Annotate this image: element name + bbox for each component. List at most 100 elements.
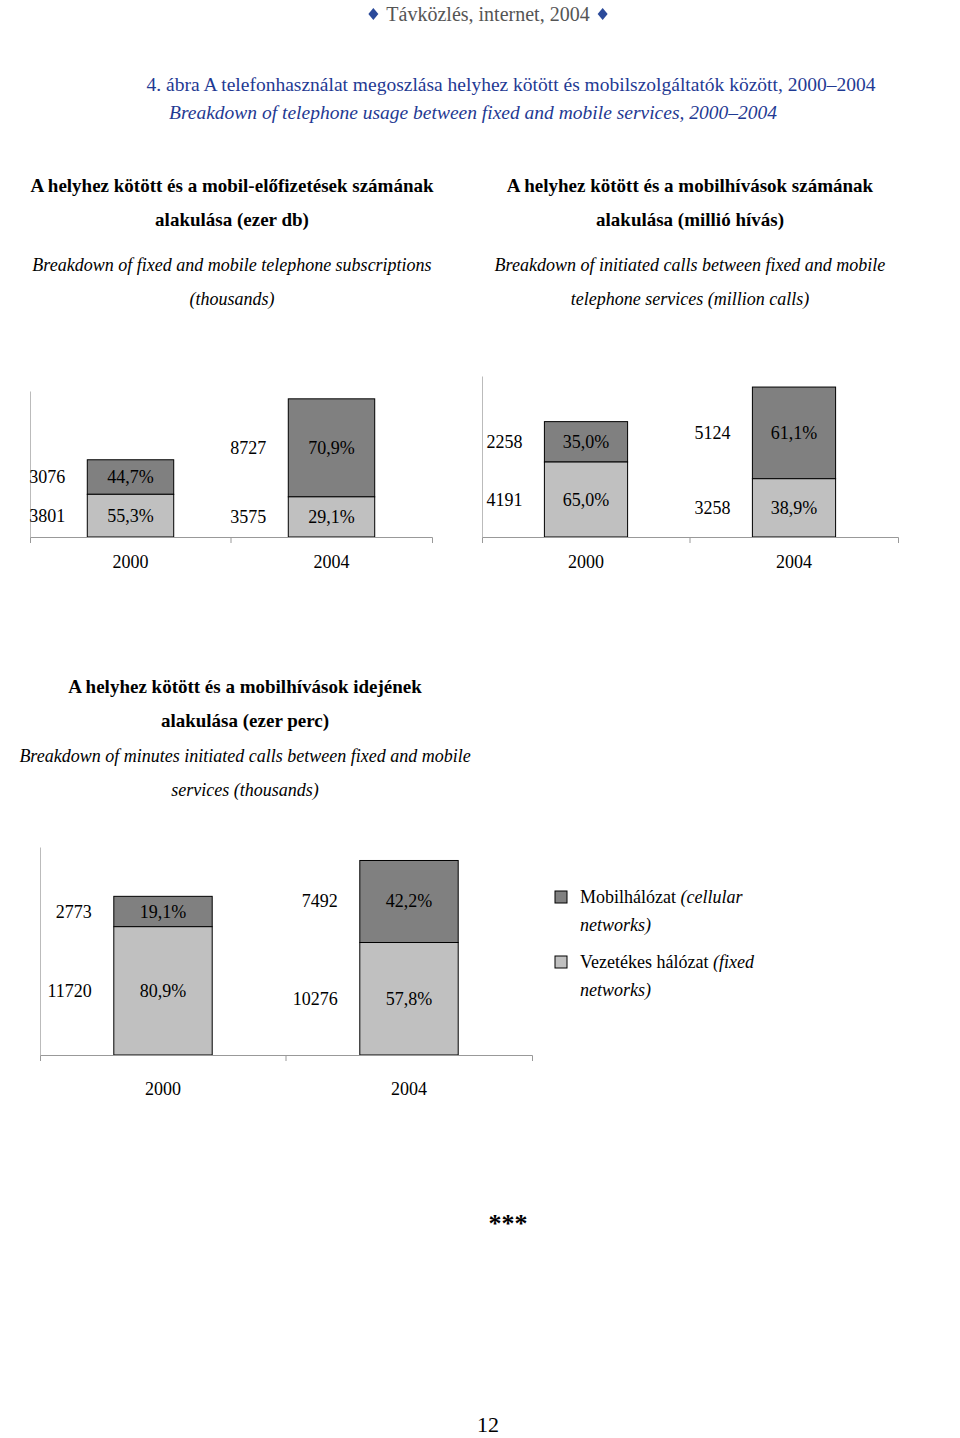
text-line: Breakdown of fixed and mobile telephone … [32, 255, 431, 275]
text-line: Breakdown of initiated calls between fix… [495, 255, 886, 275]
chart-subtitle: Breakdown of initiated calls between fix… [495, 255, 886, 310]
bar-segment [544, 462, 627, 537]
category-separator [690, 537, 691, 543]
text-line: (thousands) [190, 289, 275, 310]
bar-segment [87, 460, 173, 495]
figure-subtitle: Breakdown of telephone usage between fix… [169, 102, 777, 123]
x-axis: 2000 2004 [483, 537, 899, 572]
bar-segment [752, 387, 835, 479]
percent-label: 19,1% [140, 902, 187, 922]
category-separator [231, 537, 232, 543]
legend: Mobilhálózat (cellularnetworks)Vezetékes… [555, 887, 755, 1001]
x-tick: 2000 [568, 537, 604, 572]
legend-text-part: (fixed [708, 952, 754, 973]
value-label: 8727 [230, 438, 266, 458]
chart: A helyhez kötött és a mobilhívások idejé… [19, 676, 755, 1099]
value-label: 3258 [694, 498, 730, 518]
header-diamond [368, 8, 378, 20]
bars [114, 860, 458, 1055]
value-label: 7492 [302, 891, 338, 911]
chart: A helyhez kötött és a mobilhívások számá… [483, 175, 899, 572]
text-line: services (thousands) [171, 780, 318, 801]
percent-label: 38,9% [771, 498, 818, 518]
labels: 3076 44,7% 8727 70,9% 3801 55,3% 3575 29,1% [29, 438, 354, 527]
x-tick-label: 2000 [145, 1079, 181, 1099]
chart: A helyhez kötött és a mobil-előfizetések… [29, 175, 434, 572]
bars [87, 399, 374, 537]
y-axis [40, 848, 41, 1056]
figure-title: 4. ábra A telefonhasználat megoszlása he… [147, 74, 876, 95]
chart-subtitle: Breakdown of minutes initiated calls bet… [19, 746, 470, 801]
text-line: telephone services (million calls) [571, 289, 809, 310]
percent-label: 61,1% [771, 423, 818, 443]
x-tick: 2004 [776, 537, 812, 572]
text-line: A helyhez kötött és a mobil-előfizetések… [30, 175, 434, 196]
page: Távközlés, internet, 2004 4. ábra A telef… [0, 0, 960, 1438]
page-header: Távközlés, internet, 2004 [386, 3, 589, 25]
labels: 277319,1%749242,2%1172080,9%1027657,8% [47, 891, 432, 1008]
x-axis-line [31, 538, 433, 544]
labels: 225835,0%512461,1%419165,0%325838,9% [486, 423, 817, 518]
bar-segment [288, 497, 374, 537]
bar-segment [288, 399, 374, 497]
percent-label: 42,2% [386, 891, 433, 911]
x-tick-label: 2004 [314, 552, 350, 572]
legend-text-part: (cellular [676, 887, 743, 908]
bars [544, 387, 835, 537]
bar-segment [114, 896, 212, 926]
percent-label: 29,1% [308, 507, 355, 527]
bar-segment [360, 860, 458, 942]
text-line: alakulása (millió hívás) [596, 209, 784, 231]
x-tick-label: 2004 [776, 552, 812, 572]
x-tick-label: 2000 [568, 552, 604, 572]
bar-segment [752, 479, 835, 537]
value-label: 3575 [230, 507, 266, 527]
legend-swatch [555, 956, 567, 968]
bar-segment [360, 943, 458, 1055]
text-line: alakulása (ezer db) [155, 209, 309, 231]
x-axis: 2000 2004 [41, 1055, 533, 1099]
text-line: A helyhez kötött és a mobilhívások idejé… [68, 676, 422, 697]
category-separator [286, 1055, 287, 1061]
bar-segment [87, 494, 173, 537]
bar-segment [544, 422, 627, 462]
legend-label: Vezetékes hálózat (fixed networks) [580, 952, 755, 1001]
bar-segment [114, 927, 212, 1055]
x-tick: 2000 [113, 537, 149, 572]
percent-label: 57,8% [386, 989, 433, 1009]
y-axis-line [40, 848, 41, 1056]
x-tick: 2004 [391, 1055, 427, 1099]
value-label: 3076 [29, 467, 65, 487]
text-line: Breakdown of minutes initiated calls bet… [19, 746, 470, 766]
y-axis [482, 377, 483, 538]
text-line: alakulása (ezer perc) [161, 710, 329, 732]
x-axis: 2000 2004 [31, 537, 433, 572]
page-number: 12 [477, 1412, 499, 1437]
legend-swatch [555, 891, 567, 903]
x-axis-line [41, 1056, 533, 1062]
percent-label: 55,3% [107, 506, 154, 526]
legend-label: Mobilhálózat (cellularnetworks) [580, 887, 743, 936]
percent-label: 80,9% [140, 981, 187, 1001]
x-tick-label: 2004 [391, 1079, 427, 1099]
legend-text-part: Vezetékes hálózat [580, 952, 708, 972]
legend-text-part: networks) [580, 915, 651, 936]
value-label: 11720 [47, 981, 91, 1001]
y-axis-line [482, 377, 483, 538]
value-label: 3801 [29, 506, 65, 526]
chart-title: A helyhez kötött és a mobilhívások számá… [507, 175, 874, 231]
x-tick: 2000 [145, 1055, 181, 1099]
x-tick-label: 2000 [113, 552, 149, 572]
text-line: A helyhez kötött és a mobilhívások számá… [507, 175, 874, 196]
value-label: 4191 [486, 490, 522, 510]
header-diamond [598, 8, 608, 20]
percent-label: 35,0% [563, 432, 610, 452]
percent-label: 44,7% [107, 467, 154, 487]
value-label: 5124 [694, 423, 730, 443]
x-axis-line [483, 538, 899, 544]
separator: *** [489, 1209, 528, 1238]
x-tick: 2004 [314, 537, 350, 572]
legend-text-part: networks) [580, 980, 651, 1001]
value-label: 10276 [293, 989, 338, 1009]
percent-label: 70,9% [308, 438, 355, 458]
